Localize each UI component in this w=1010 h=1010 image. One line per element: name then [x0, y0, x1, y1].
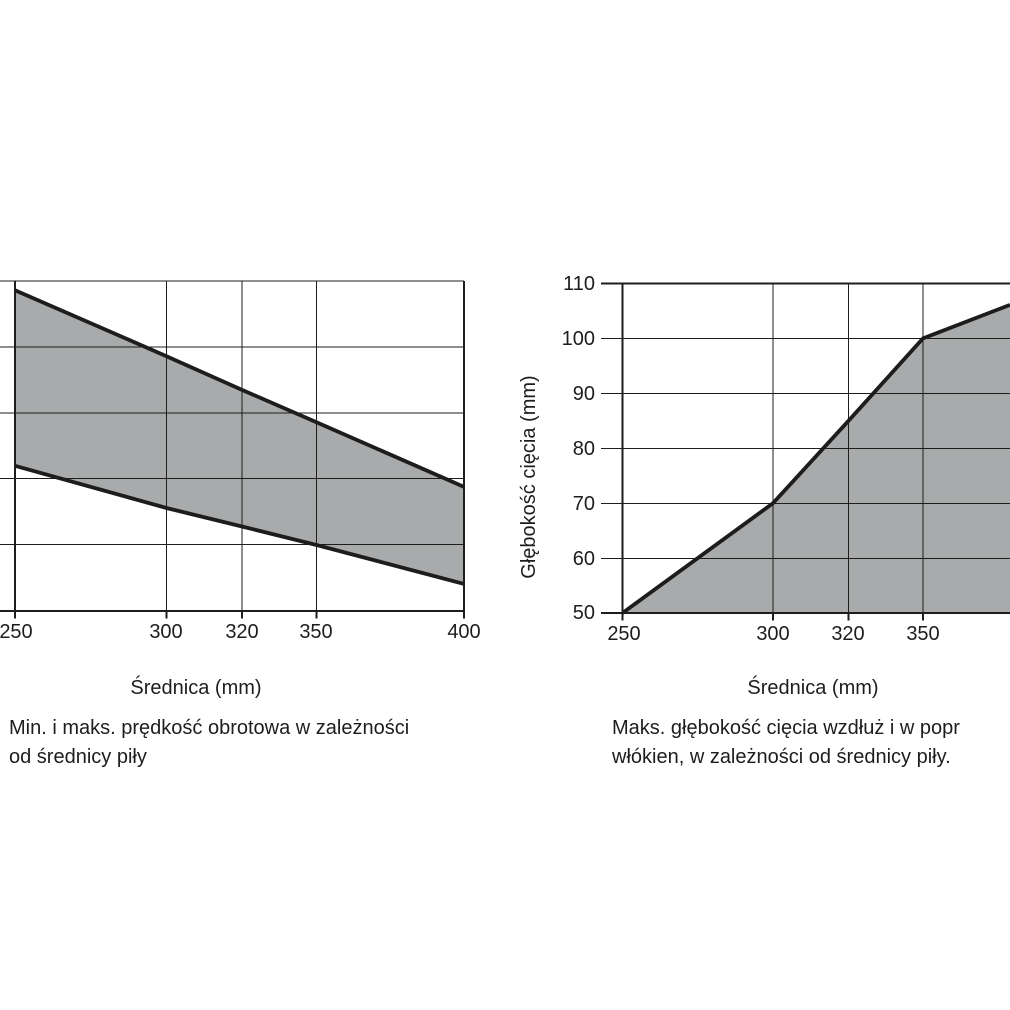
- right-y-tick-70: 70: [572, 492, 595, 515]
- right-chart-plot: [601, 282, 1010, 621]
- left-x-axis-title: Średnica (mm): [130, 677, 262, 699]
- left-caption-line-2: od średnicy piły: [9, 745, 147, 768]
- right-chart-line-layer: [621, 303, 1010, 615]
- left-max-speed-line: [14, 288, 465, 489]
- right-y-tick-110: 110: [563, 272, 595, 295]
- right-chart-caption: Maks. głębokość cięcia wzdłuż i w popr w…: [612, 714, 1010, 771]
- right-x-tick-300: 300: [756, 623, 790, 645]
- left-speed-band-area: [15, 290, 464, 584]
- right-depth-area: [622, 304, 1010, 613]
- right-y-tick-50: 50: [572, 602, 595, 624]
- left-chart-grid: [0, 280, 465, 619]
- right-chart-grid: [601, 282, 1010, 621]
- left-chart-fill-layer: [15, 290, 464, 584]
- right-y-tick-100: 100: [561, 327, 595, 350]
- right-x-tick-350: 350: [906, 623, 940, 645]
- left-x-tick-320: 320: [225, 621, 259, 643]
- right-caption-line-2: włókien, w zależności od średnicy piły.: [612, 745, 951, 768]
- left-chart-line-layer: [14, 288, 465, 586]
- right-y-tick-80: 80: [572, 437, 595, 460]
- right-depth-line: [621, 303, 1010, 615]
- left-chart-plot: [0, 280, 465, 619]
- left-chart-caption: Min. i maks. prędkość obrotowa w zależno…: [9, 714, 489, 771]
- right-y-tick-60: 60: [572, 547, 595, 570]
- right-y-tick-90: 90: [572, 382, 595, 405]
- right-chart-fill-layer: [622, 304, 1010, 613]
- left-x-tick-250: 250: [0, 621, 33, 643]
- left-min-speed-line: [14, 463, 465, 586]
- right-x-tick-320: 320: [831, 623, 865, 645]
- right-caption-line-1: Maks. głębokość cięcia wzdłuż i w popr: [612, 717, 960, 739]
- left-x-tick-400: 400: [447, 621, 481, 643]
- left-x-tick-350: 350: [299, 621, 333, 643]
- left-caption-line-1: Min. i maks. prędkość obrotowa w zależno…: [9, 717, 410, 739]
- left-x-tick-300: 300: [149, 621, 183, 643]
- right-x-axis-title: Średnica (mm): [747, 677, 879, 699]
- right-x-tick-250: 250: [607, 623, 641, 645]
